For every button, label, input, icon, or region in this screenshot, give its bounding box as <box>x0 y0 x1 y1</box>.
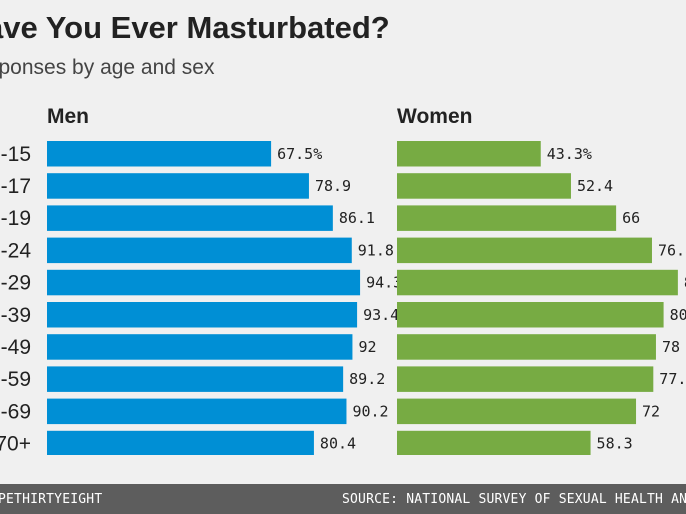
category-label: -19 <box>1 207 31 230</box>
category-label: -24 <box>1 239 32 262</box>
value-label-women: 77.2 <box>659 370 686 388</box>
value-label-women: 78 <box>662 338 680 356</box>
bar-women <box>397 398 637 425</box>
footer-source: SOURCE: NATIONAL SURVEY OF SEXUAL HEALTH… <box>342 492 686 507</box>
bar-men <box>47 366 344 392</box>
bar-women <box>397 205 617 231</box>
bar-men <box>47 141 272 167</box>
bar-women <box>397 269 678 296</box>
bar-men <box>47 398 347 425</box>
category-label: -15 <box>1 143 31 166</box>
value-label-men: 91.8 <box>358 241 394 259</box>
footer-brand: PETHIRTYEIGHT <box>0 492 103 507</box>
value-label-men: 86.1 <box>339 209 375 227</box>
value-label-men: 78.9 <box>315 177 351 195</box>
category-label: -29 <box>1 272 31 295</box>
panel-title-men: Men <box>47 105 89 128</box>
bar-women <box>397 173 571 199</box>
category-label: 70+ <box>0 433 31 455</box>
bar-men <box>47 205 333 231</box>
panel-men: Men 67.5% 78.9 86.1 91.8 94.3 93.4 92 89.2 90.2 80… <box>47 105 402 455</box>
value-label-women: 66 <box>622 209 640 227</box>
value-label-men: 90.2 <box>352 402 388 420</box>
bar-women <box>397 141 541 167</box>
value-label-women: 72 <box>642 402 660 420</box>
value-label-women: 58.3 <box>597 435 633 453</box>
chart-title: ave You Ever Masturbated? <box>0 10 390 45</box>
bar-men <box>47 302 358 328</box>
category-labels: -15 6-17 -19 -24 -29 -39 -49 -59 -69 70+ <box>0 143 31 455</box>
value-label-men: 80.4 <box>320 435 356 453</box>
value-label-women: 43.3% <box>547 145 592 163</box>
bar-women <box>397 237 652 264</box>
value-label-women: 52.4 <box>577 177 613 195</box>
chart-subtitle: sponses by age and sex <box>0 56 215 79</box>
bar-men <box>47 269 361 296</box>
value-label-men: 94.3 <box>366 274 402 292</box>
value-label-men: 89.2 <box>349 370 385 388</box>
bar-women <box>397 302 664 328</box>
bar-men <box>47 334 353 360</box>
value-label-women: 84.6 <box>684 274 686 292</box>
category-label: -49 <box>1 336 31 359</box>
footer-bar: PETHIRTYEIGHT SOURCE: NATIONAL SURVEY OF… <box>0 484 686 514</box>
value-label-men: 67.5% <box>277 145 322 163</box>
bar-men <box>47 173 309 199</box>
bar-men <box>47 237 352 264</box>
category-label: -39 <box>1 304 31 327</box>
category-label: -69 <box>1 400 31 423</box>
category-label: 6-17 <box>0 175 31 198</box>
value-label-women: 76.8 <box>658 241 686 259</box>
value-label-men: 92 <box>358 338 376 356</box>
value-label-women: 80.3 <box>670 306 686 324</box>
bar-women <box>397 366 654 392</box>
value-label-men: 93.4 <box>363 306 399 324</box>
bar-women <box>397 430 591 455</box>
bar-women <box>397 334 656 360</box>
category-label: -59 <box>1 368 31 391</box>
panel-title-women: Women <box>397 105 472 128</box>
bar-chart: -15 6-17 -19 -24 -29 -39 -49 -59 -69 70+ Men 67.5%… <box>0 105 686 455</box>
bar-men <box>47 430 314 455</box>
panel-women: Women 43.3% 52.4 66 76.8 84.6 80.3 78 77.2 72 58.3 <box>397 105 686 455</box>
